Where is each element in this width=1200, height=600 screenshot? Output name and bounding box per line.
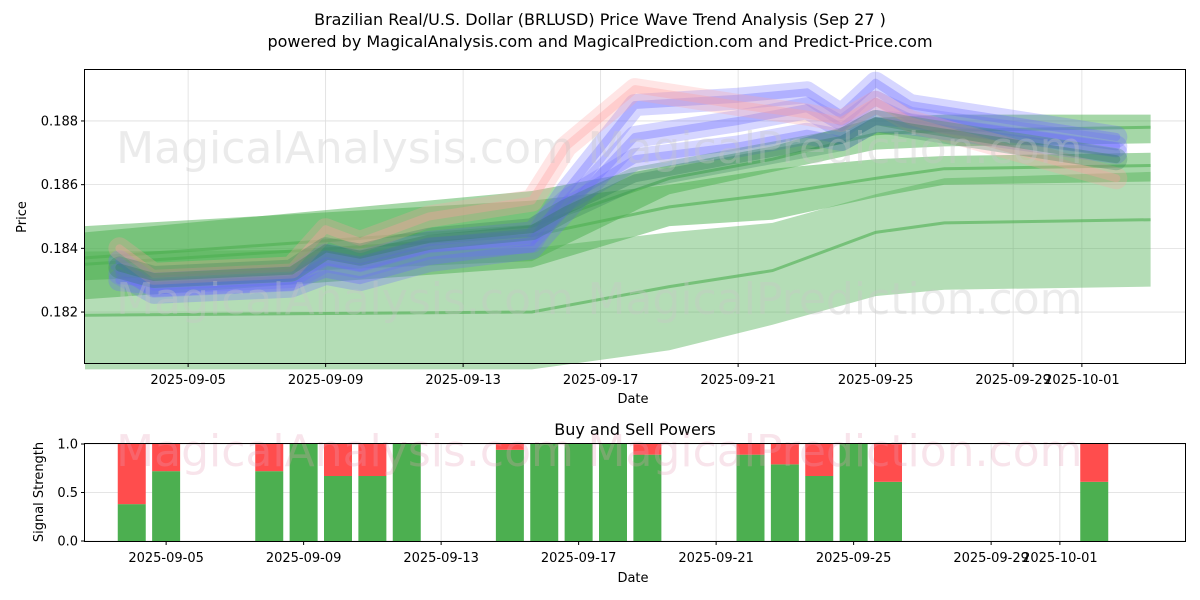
signal-y-ticks: 0.0 0.5 1.0 [57, 438, 85, 550]
sell-bar [805, 444, 834, 477]
buy-bar [839, 444, 868, 541]
signal-x-tick-label: 2025-09-05 [128, 551, 204, 566]
signal-x-tick-label: 2025-09-29 [953, 551, 1029, 566]
chart-subtitle: powered by MagicalAnalysis.com and Magic… [267, 32, 933, 51]
buy-bar [564, 444, 593, 541]
buy-bar [152, 471, 181, 541]
sell-bar [770, 444, 799, 465]
wave-blue-1-halo [108, 71, 1128, 298]
price-x-tick-label: 2025-09-09 [288, 373, 364, 388]
price-x-tick-label: 2025-10-01 [1044, 373, 1120, 388]
price-y-tick-label: 0.182 [41, 306, 78, 321]
buy-bar [736, 454, 765, 541]
buy-bar [392, 444, 421, 541]
signal-y-tick-label: 1.0 [57, 438, 78, 453]
prediction-bands [84, 114, 1151, 370]
signal-x-tick-label: 2025-09-09 [266, 551, 342, 566]
signal-y-tick-label: 0.5 [57, 486, 78, 501]
buy-bar [495, 449, 524, 541]
sell-bar [633, 444, 662, 455]
price-x-tick-label: 2025-09-13 [425, 373, 501, 388]
wave-green-1-halo [108, 110, 1128, 288]
wave-blue-3 [115, 117, 1121, 288]
signal-x-label: Date [617, 571, 648, 586]
buy-bar [324, 476, 352, 541]
buy-bar [633, 454, 662, 541]
signal-y-label: Signal Strength [32, 442, 47, 542]
wave-pink-1 [115, 85, 1121, 278]
buy-bar [530, 444, 559, 541]
signal-panel: Buy and Sell Powers MagicalAnalysis.com … [32, 420, 1186, 586]
buy-bar [117, 504, 146, 541]
price-y-ticks: 0.182 0.184 0.186 0.188 [41, 114, 85, 321]
sell-bar [1080, 444, 1109, 482]
prediction-band-center-1 [84, 218, 1151, 317]
buy-bar [358, 476, 387, 541]
signal-x-tick-label: 2025-10-01 [1022, 551, 1098, 566]
sell-bar [152, 444, 181, 472]
buy-bar [1080, 481, 1109, 541]
chart-title: Brazilian Real/U.S. Dollar (BRLUSD) Pric… [314, 10, 886, 29]
signal-bars [117, 444, 1109, 541]
wave-blue-3-halo [108, 110, 1128, 295]
sell-bar [255, 444, 284, 472]
signal-title: Buy and Sell Powers [554, 420, 716, 439]
signal-y-tick-label: 0.0 [57, 535, 78, 550]
sell-bar [324, 444, 352, 477]
wave-blue-2 [115, 97, 1121, 297]
watermark-prediction-top: MagicalPrediction.com [588, 123, 1083, 174]
price-y-tick-label: 0.186 [41, 178, 78, 193]
price-y-tick-label: 0.188 [41, 114, 78, 129]
price-x-tick-label: 2025-09-17 [563, 373, 639, 388]
sell-bar [736, 444, 765, 455]
prediction-band-center-3 [84, 125, 1151, 260]
sell-bar [495, 444, 524, 450]
wave-pink-1-halo [108, 78, 1128, 285]
watermark-analysis-bottom: MagicalAnalysis.com [116, 426, 574, 477]
buy-bar [805, 476, 834, 541]
buy-bar [255, 471, 284, 541]
price-x-tick-label: 2025-09-05 [150, 373, 226, 388]
watermark-prediction-bottom: MagicalPrediction.com [588, 426, 1083, 477]
wave-blue-2-halo [108, 90, 1128, 304]
buy-bar [874, 481, 902, 541]
watermark-analysis-top: MagicalAnalysis.com [116, 123, 574, 174]
price-x-label: Date [617, 392, 648, 407]
signal-x-tick-label: 2025-09-25 [816, 551, 892, 566]
watermark-analysis-mid: MagicalAnalysis.com [116, 274, 574, 325]
price-x-tick-label: 2025-09-29 [975, 373, 1051, 388]
price-x-tick-label: 2025-09-21 [700, 373, 776, 388]
wave-green-1 [115, 117, 1121, 281]
buy-bar [289, 444, 318, 541]
sell-bar [117, 444, 146, 505]
wave-blue-1 [115, 78, 1121, 291]
signal-x-tick-label: 2025-09-13 [403, 551, 479, 566]
price-x-ticks: 2025-09-05 2025-09-09 2025-09-13 2025-09-17… [150, 363, 1120, 388]
price-y-tick-label: 0.184 [41, 242, 78, 257]
buy-bar [770, 464, 799, 541]
sell-bar [358, 444, 387, 477]
signal-x-tick-label: 2025-09-21 [678, 551, 754, 566]
price-panel: MagicalAnalysis.com MagicalPrediction.co… [15, 69, 1186, 407]
signal-x-tick-label: 2025-09-17 [541, 551, 617, 566]
price-y-label: Price [15, 201, 30, 233]
price-x-tick-label: 2025-09-25 [838, 373, 914, 388]
prediction-band-1 [85, 171, 1151, 370]
wave-series [108, 71, 1128, 304]
sell-bar [874, 444, 902, 482]
signal-x-ticks: 2025-09-05 2025-09-09 2025-09-13 2025-09-17… [128, 541, 1098, 566]
buy-bar [599, 444, 627, 541]
watermark-prediction-mid: MagicalPrediction.com [588, 274, 1083, 325]
price-plot-frame [84, 69, 1186, 364]
